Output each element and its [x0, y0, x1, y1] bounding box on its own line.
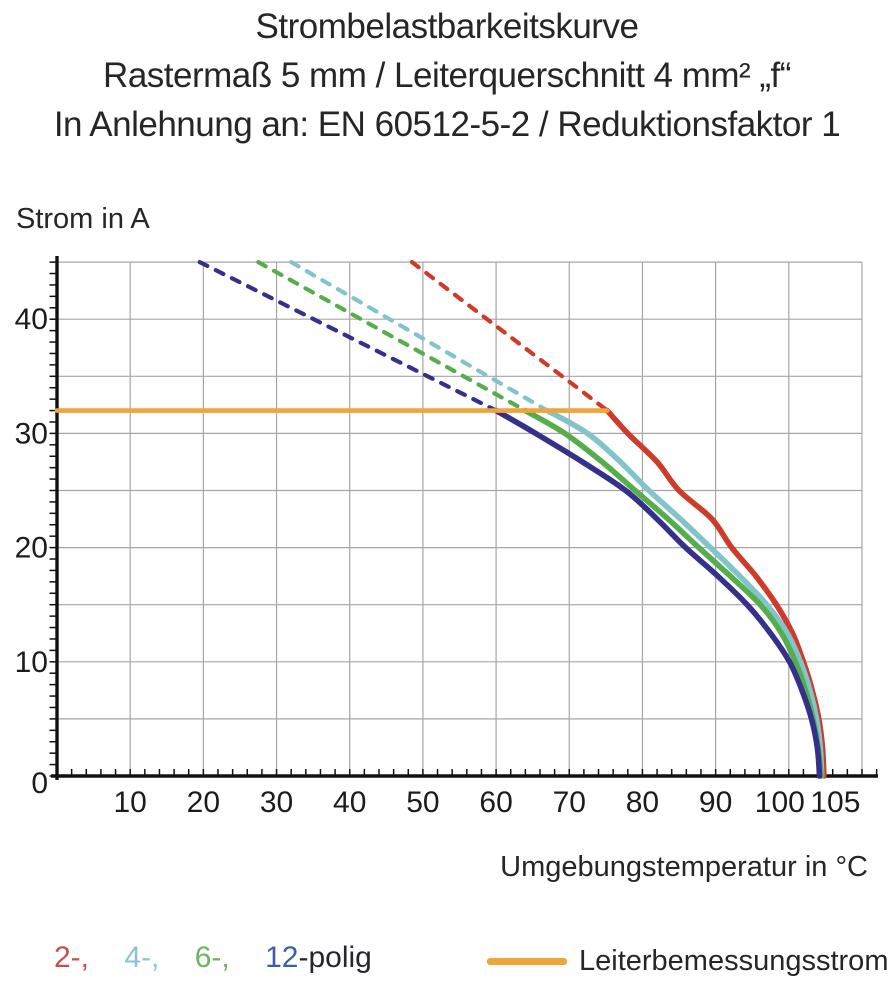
chart-title-line-1: Strombelastbarkeitskurve: [255, 7, 639, 46]
y-tick-label: 0: [31, 767, 48, 800]
x-tick-label: 100: [755, 786, 805, 819]
y-tick-label: 40: [15, 303, 48, 336]
x-axis-label: Umgebungstemperatur in °C: [500, 851, 868, 883]
plot-area: 10 20 30 40 50 60 70 80 90 100 105 0 10 20 30 40: [15, 256, 878, 819]
legend-item-4polig: 4-,: [124, 941, 160, 974]
legend-rated: Leiterbemessungsstrom: [487, 945, 888, 978]
legend-item-12polig: 12: [265, 941, 299, 974]
rated-current-label: Leiterbemessungsstrom: [579, 945, 889, 977]
legend-item-2polig: 2-,: [54, 941, 90, 974]
x-tick-label: 50: [406, 786, 439, 819]
x-tick-label: 70: [553, 786, 586, 819]
y-axis-label: Strom in A: [16, 203, 150, 235]
chart-title-line-2: Rastermaß 5 mm / Leiterquerschnitt 4 mm²…: [103, 56, 791, 95]
chart-title: Strombelastbarkeitskurve Rastermaß 5 mm …: [0, 2, 894, 149]
chart-title-line-3: In Anlehnung an: EN 60512-5-2 / Reduktio…: [53, 105, 841, 144]
legend-poles: 2-, 4-, 6-, 12-polig: [54, 941, 372, 975]
x-tick-label: 105: [810, 786, 860, 819]
x-tick-label: 90: [699, 786, 732, 819]
x-tick-label: 80: [626, 786, 659, 819]
x-tick-label: 10: [113, 786, 146, 819]
y-tick-label: 20: [15, 532, 48, 565]
y-tick-label: 30: [15, 417, 48, 450]
x-tick-label: 60: [479, 786, 512, 819]
y-tick-label: 10: [15, 646, 48, 679]
legend-poles-suffix: -polig: [298, 941, 372, 974]
x-tick-label: 40: [333, 786, 366, 819]
legend-item-6polig: 6-,: [194, 941, 230, 974]
x-tick-label: 20: [187, 786, 220, 819]
x-tick-label: 30: [260, 786, 293, 819]
rated-current-line-swatch: [487, 958, 567, 965]
